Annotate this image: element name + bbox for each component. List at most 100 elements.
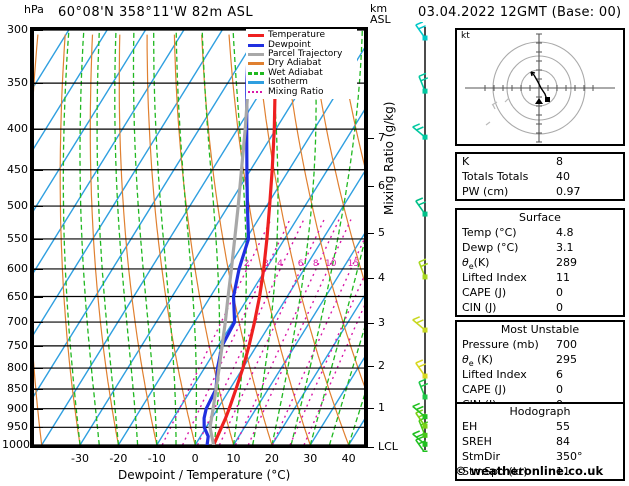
height-tick-1: 1 (378, 401, 385, 415)
legend-swatch (248, 34, 264, 38)
table-surface: Surface Temp (°C) 4.8 Dewp (°C) 3.1 θe(K) 289 L… (455, 208, 625, 317)
height-tick-6: 6 (378, 179, 385, 193)
table-row-key: PW (cm) (462, 185, 509, 198)
lcl-tickmark (364, 447, 374, 448)
pressure-tickmark (34, 169, 43, 171)
table-row-value: 8 (556, 155, 563, 168)
pressure-tick-750: 750 (7, 338, 28, 352)
legend-item-parcel-trajectory: Parcel Trajectory (248, 48, 356, 59)
pressure-tickmark (34, 368, 43, 370)
pressure-tick-350: 350 (7, 76, 28, 90)
wind-barb (418, 378, 429, 400)
table-row-value: 11 (556, 271, 570, 284)
table-row-key: Lifted Index (462, 271, 527, 284)
table-row: θe (K) 295 (457, 352, 623, 368)
height-axis-unit-line2: ASL (370, 13, 391, 26)
height-tickmark (364, 408, 374, 410)
legend-label: Dewpoint (268, 39, 311, 50)
hodograph-unit-label: kt (461, 31, 470, 41)
pressure-tickmark (34, 427, 43, 429)
table-row-key: SREH (462, 435, 492, 448)
legend-label: Temperature (268, 30, 326, 41)
lcl-label: LCL (378, 440, 398, 453)
temperature-tick-20: 20 (264, 452, 279, 465)
legend-label: Wet Adiabat (268, 67, 323, 78)
height-tick-7: 7 (378, 131, 385, 145)
x-axis-label: Dewpoint / Temperature (°C) (118, 468, 291, 482)
legend-item-dry-adiabat: Dry Adiabat (248, 59, 356, 68)
pressure-tickmark (34, 296, 43, 298)
height-tickmark (364, 138, 374, 140)
table-title: Surface (519, 211, 561, 224)
height-tick-3: 3 (378, 315, 385, 329)
page-title: 60°08'N 358°11'W 82m ASL (58, 5, 254, 20)
temperature-tick-40: 40 (341, 452, 356, 465)
pressure-tick-300: 300 (7, 23, 28, 36)
sounding-line-parcel-trajectory (208, 30, 255, 445)
table-row: Lifted Index 11 (457, 270, 623, 285)
pressure-tickmark (34, 345, 43, 347)
wind-barb-column (412, 22, 429, 452)
wind-barb (412, 316, 428, 333)
legend-swatch (248, 91, 264, 94)
chart-legend: Temperature Dewpoint Parcel Trajectory Dry … (246, 29, 357, 99)
table-row-value: 0 (556, 301, 563, 314)
table-row: StmDir 350° (457, 449, 623, 464)
legend-item-mixing-ratio: Mixing Ratio (248, 87, 356, 96)
wind-barb (415, 197, 428, 217)
table-row-key: EH (462, 420, 478, 433)
temperature-tick-0: 0 (191, 452, 199, 465)
pressure-tickmark (34, 445, 43, 446)
legend-swatch (248, 43, 264, 47)
mixing-ratio-label-8: 8 (313, 259, 319, 269)
table-row-key: StmSpd (kt) (462, 465, 528, 478)
table-row-value: 84 (556, 435, 570, 448)
legend-label: Parcel Trajectory (268, 48, 343, 59)
temperature-tick-30: 30 (303, 452, 318, 465)
pressure-tick-800: 800 (7, 361, 28, 375)
legend-swatch (248, 52, 264, 56)
table-indices: K 8 Totals Totals 40 PW (cm) 0.97 (455, 152, 625, 201)
table-row: SREH 84 (457, 434, 623, 449)
height-tickmark (364, 322, 374, 324)
table-row-key: StmDir (462, 450, 501, 463)
skewt-chart: 2346810152025 (34, 30, 364, 445)
table-row-value: 350° (556, 450, 583, 463)
pressure-tick-500: 500 (7, 199, 28, 213)
height-tickmark (364, 232, 374, 234)
legend-swatch (248, 71, 264, 75)
wind-barb (415, 22, 428, 41)
pressure-tickmark (34, 206, 43, 208)
table-title: Hodograph (509, 405, 571, 418)
pressure-tick-700: 700 (7, 315, 28, 329)
pressure-tickmark (34, 238, 43, 240)
table-hodograph-stats: Hodograph EH 55 SREH 84 StmDir 350° StmSpd (kt)… (455, 402, 625, 481)
pressure-tick-450: 450 (7, 162, 28, 176)
table-row: CIN (J) 0 (457, 300, 623, 315)
legend-item-temperature: Temperature (248, 31, 356, 40)
table-most-unstable: Most Unstable Pressure (mb) 700 θe (K) 295 Li… (455, 320, 625, 414)
pressure-tick-550: 550 (7, 231, 28, 245)
hodograph-panel: kt (455, 28, 625, 146)
pressure-axis-unit-label: hPa (24, 3, 44, 16)
table-row-key: CAPE (J) (462, 383, 507, 396)
mixing-ratio-label-6: 6 (298, 259, 304, 269)
legend-item-isotherm: Isotherm (248, 78, 356, 87)
height-axis-unit-line1: km (370, 2, 388, 15)
table-row-key: Lifted Index (462, 368, 527, 381)
table-row-key: Temp (°C) (462, 226, 517, 239)
height-tickmark (364, 278, 374, 280)
pressure-tick-600: 600 (7, 261, 28, 275)
pressure-tick-400: 400 (7, 122, 28, 136)
height-tickmark (364, 365, 374, 367)
table-row-value: 40 (556, 170, 570, 183)
table-row: Pressure (mb) 700 (457, 337, 623, 352)
table-row: θe(K) 289 (457, 255, 623, 271)
pressure-tick-850: 850 (7, 381, 28, 395)
pressure-tick-650: 650 (7, 289, 28, 303)
table-row: Dewp (°C) 3.1 (457, 240, 623, 255)
height-axis-unit-label: km ASL (370, 3, 391, 25)
legend-item-dewpoint: Dewpoint (248, 40, 356, 49)
wind-barb (415, 359, 428, 379)
